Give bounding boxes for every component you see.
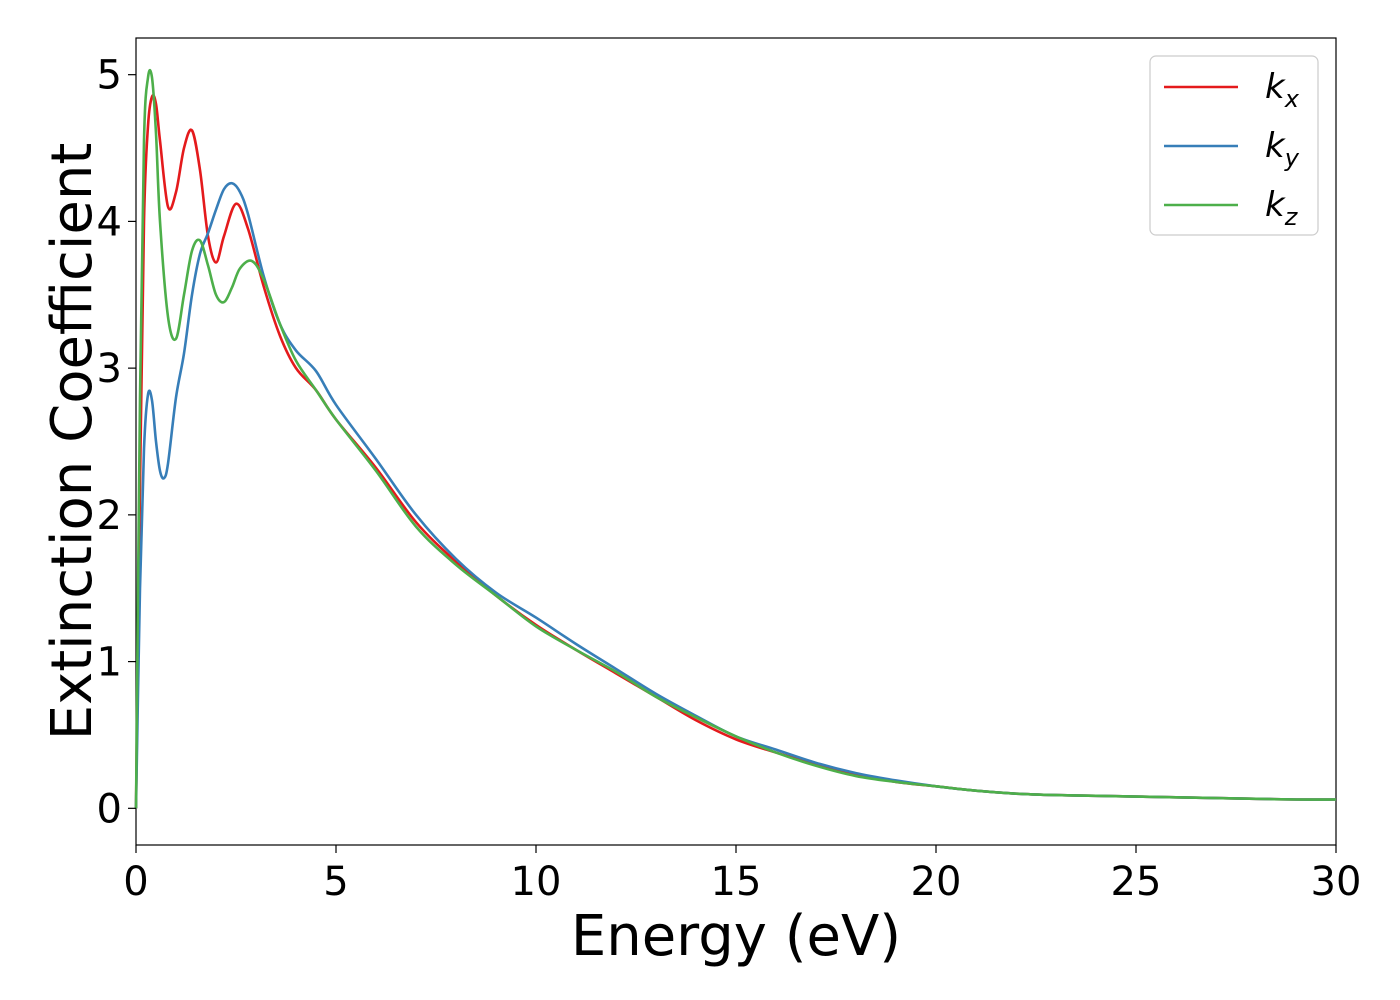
x-tick-label: 30 [1311, 859, 1362, 905]
x-tick-label: 25 [1111, 859, 1162, 905]
y-tick-label: 4 [97, 199, 122, 245]
y-tick-label: 2 [97, 493, 122, 539]
x-tick-label: 5 [323, 859, 348, 905]
y-tick-label: 5 [97, 53, 122, 99]
y-tick-label: 0 [97, 786, 122, 832]
legend-label-ky: ky [1265, 126, 1300, 172]
x-tick-label: 15 [711, 859, 762, 905]
x-axis-ticks: 0 5 10 15 20 25 30 [123, 845, 1361, 905]
legend-label-kx: kx [1265, 67, 1300, 113]
x-axis-label: Energy (eV) [571, 904, 901, 969]
series-line-kz [134, 68, 1337, 809]
y-tick-label: 1 [97, 640, 122, 686]
x-tick-label: 0 [123, 859, 148, 905]
series-line-ky [134, 181, 1337, 809]
x-tick-label: 10 [511, 859, 562, 905]
x-tick-label: 20 [911, 859, 962, 905]
y-tick-label: 3 [97, 346, 122, 392]
y-axis-label: Extinction Coefficient [40, 143, 105, 741]
y-axis-ticks: 0 1 2 3 4 5 [97, 53, 136, 832]
